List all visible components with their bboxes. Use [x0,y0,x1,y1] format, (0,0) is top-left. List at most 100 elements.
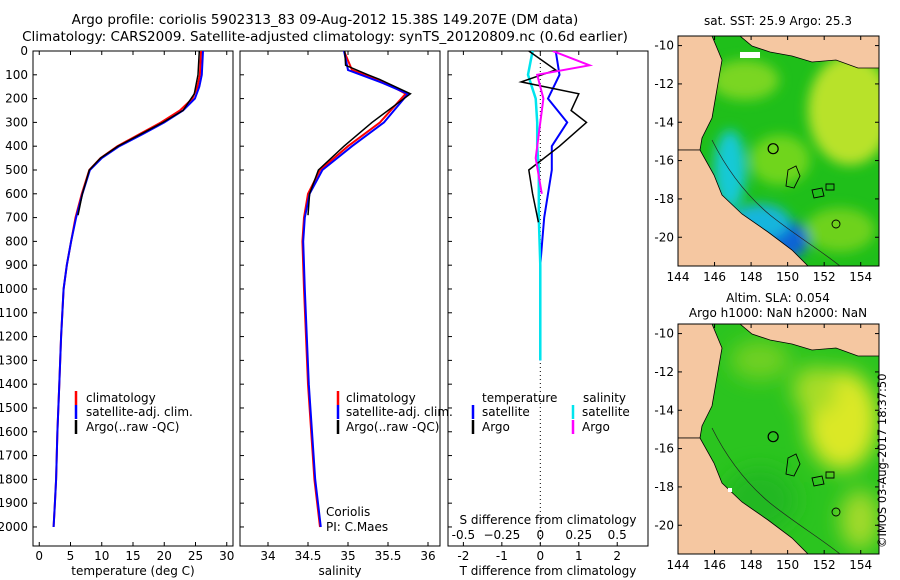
temperature-satellite-line [52,51,204,528]
sst-map-frame [677,35,880,267]
sla-png-land [739,324,879,357]
legend-argo-label: Argo(..raw -QC) [346,420,439,434]
sst-png-land [739,36,879,69]
sst-nodata-patch [740,52,760,58]
s-difference-label: S difference from climatology [460,513,637,527]
x-tick-label: 0.25 [565,528,592,542]
legend-argo-label: Argo(..raw -QC) [86,420,179,434]
depth-tick-label: 1100 [0,306,28,320]
legend-sat-label: satellite-adj. clim. [346,405,453,419]
depth-tick-label: 900 [5,258,28,272]
x-tick-label: 1 [575,549,583,563]
temperature-panel: 0100200300400500600700800900100011001200… [0,44,452,578]
imos-credit: ©IMOS 03-Aug-2017 18:37:50 [875,373,889,548]
salinity-argo-line [307,51,412,216]
data-centre-label: Coriolis [326,505,370,519]
map-lat-label: -14 [654,403,674,417]
map-lat-label: -10 [654,39,674,53]
x-tick-label: -2 [457,549,469,563]
sst-argo-position-marker [767,143,779,155]
temperature-x-axis: 0 5 10 15 20 25 30 [35,51,234,563]
depth-tick-label: 1300 [0,353,28,367]
plot-title-line1: Argo profile: coriolis 5902313_83 09-Aug… [71,12,579,28]
legend-clim-label: climatology [86,391,156,405]
map-lat-label: -20 [654,518,674,532]
salinity-satellite-line [302,51,410,528]
map-lon-label: 146 [703,270,726,284]
sla-queensland-land [678,437,809,554]
depth-tick-label: 1600 [0,425,28,439]
salinity-xlabel: salinity [318,564,361,578]
depth-tick-label: 1200 [0,330,28,344]
map-lat-label: -18 [654,480,674,494]
sst-isobath [711,139,841,266]
x-tick-label: 0.5 [608,528,627,542]
legend-t-argo-label: Argo [482,420,510,434]
x-tick-label: 36 [420,549,435,563]
map-lat-label: -12 [654,365,674,379]
sla-reef-circle [831,507,841,517]
salinity-x-axis: 34 34.5 35 35.5 36 [260,51,436,563]
difference-legend: temperature satellite Argo salinity sate… [471,391,630,434]
x-tick-label: 0 [35,549,43,563]
legend-s-sat-label: satellite [582,405,630,419]
temperature-argo-line [77,51,201,216]
depth-tick-label: 700 [5,211,28,225]
x-tick-label: 10 [94,549,109,563]
map-lon-label: 154 [849,558,872,572]
temperature-climatology-line [52,51,203,528]
sst-map-title: sat. SST: 25.9 Argo: 25.3 [704,14,852,28]
x-tick-label: −0.25 [483,528,520,542]
legend-sat-label: satellite-adj. clim. [86,405,193,419]
map-lon-label: 152 [813,270,836,284]
map-lon-label: 144 [667,270,690,284]
t-difference-axis: -2 -1 0 1 2 [457,51,621,563]
depth-tick-label: 300 [5,115,28,129]
sla-map-title-line1: Altim. SLA: 0.054 [726,291,830,305]
salinity-climatology-line [301,51,408,528]
temperature-xlabel: temperature (deg C) [71,564,194,578]
s-difference-axis: -0.5 −0.25 0 0.25 0.5 [452,528,627,542]
legend-salinity-title: salinity [583,391,626,405]
x-tick-label: 15 [125,549,140,563]
map-lat-label: -14 [654,115,674,129]
x-tick-label: 34.5 [295,549,322,563]
map-lat-label: -12 [654,77,674,91]
sla-map-axes: 144 146 148 150 152 154 -10 -12 -14 -16 -18 -20 [654,324,879,572]
x-tick-label: -0.5 [452,528,475,542]
map-lon-label: 144 [667,558,690,572]
depth-axis: 0 100 200 300 400 500 600 700 800 900 1000 1100 1200… [0,44,452,534]
sst-queensland-land [678,149,809,266]
sla-map-panel: Altim. SLA: 0.054 Argo h1000: NaN h2000:… [654,291,880,572]
map-lon-label: 146 [703,558,726,572]
depth-tick-label: 1400 [0,377,28,391]
sla-reefs [785,453,835,487]
depth-tick-label: 1000 [0,282,28,296]
map-lat-label: -20 [654,230,674,244]
map-lat-label: -16 [654,442,674,456]
pi-label: PI: C.Maes [326,520,388,534]
depth-tick-label: 1500 [0,401,28,415]
s-diff-argo-line [534,51,594,194]
plot-title-line2: Climatology: CARS2009. Satellite-adjuste… [22,29,628,45]
sst-field [711,55,879,262]
sla-argo-position-marker [767,431,779,443]
x-tick-label: 35 [340,549,355,563]
legend-t-sat-label: satellite [482,405,530,419]
t-diff-satellite-line [539,51,569,361]
map-lat-label: -16 [654,154,674,168]
map-lat-label: -18 [654,192,674,206]
x-tick-label: 0 [536,549,544,563]
difference-axes-frame [447,50,649,547]
depth-tick-label: 800 [5,234,28,248]
depth-tick-label: 0 [20,44,28,58]
s-diff-satellite-line [526,51,542,361]
depth-tick-label: 500 [5,163,28,177]
depth-tick-label: 1700 [0,449,28,463]
depth-tick-label: 2000 [0,520,28,534]
map-lon-label: 148 [740,558,763,572]
sst-map-axes: 144 146 148 150 152 154 -10 -12 -14 -16 -18 -20 [654,36,879,284]
x-tick-label: 35.5 [375,549,402,563]
map-lat-label: -10 [654,327,674,341]
